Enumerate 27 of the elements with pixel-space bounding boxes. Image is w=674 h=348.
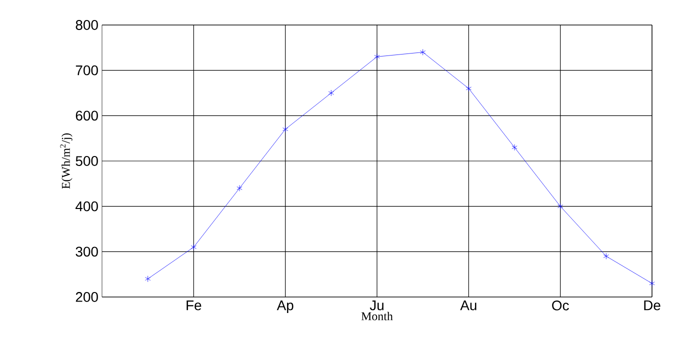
point [420, 49, 426, 56]
y-tick-label: 600 [76, 110, 98, 121]
x-tick-label: Oc [552, 300, 569, 310]
y-tick-label: 200 [76, 292, 98, 302]
point [603, 253, 609, 260]
x-tick-label: Ju [370, 300, 384, 310]
point [374, 54, 380, 60]
point [236, 185, 242, 192]
y-tick-label: 500 [76, 156, 98, 166]
y-tick-label: 800 [76, 20, 98, 30]
x-tick-label: Au [460, 300, 476, 310]
x-tick-label: Ap [276, 300, 294, 314]
point [649, 280, 655, 287]
y-axis-title: E(Wh/m$^{2}$/j) [60, 133, 72, 189]
y-tick-label: 700 [76, 65, 98, 76]
point [190, 244, 196, 250]
point [145, 276, 151, 282]
x-tick-label: Fe [186, 300, 202, 310]
point [466, 85, 472, 92]
y-tick-label: 400 [76, 201, 98, 212]
x-axis-title: Month [361, 312, 393, 320]
point [558, 203, 564, 210]
y-tick-label: 300 [76, 246, 98, 257]
point [512, 144, 518, 151]
point [282, 126, 288, 132]
x-tick-label: De [644, 300, 660, 310]
point [328, 90, 334, 96]
